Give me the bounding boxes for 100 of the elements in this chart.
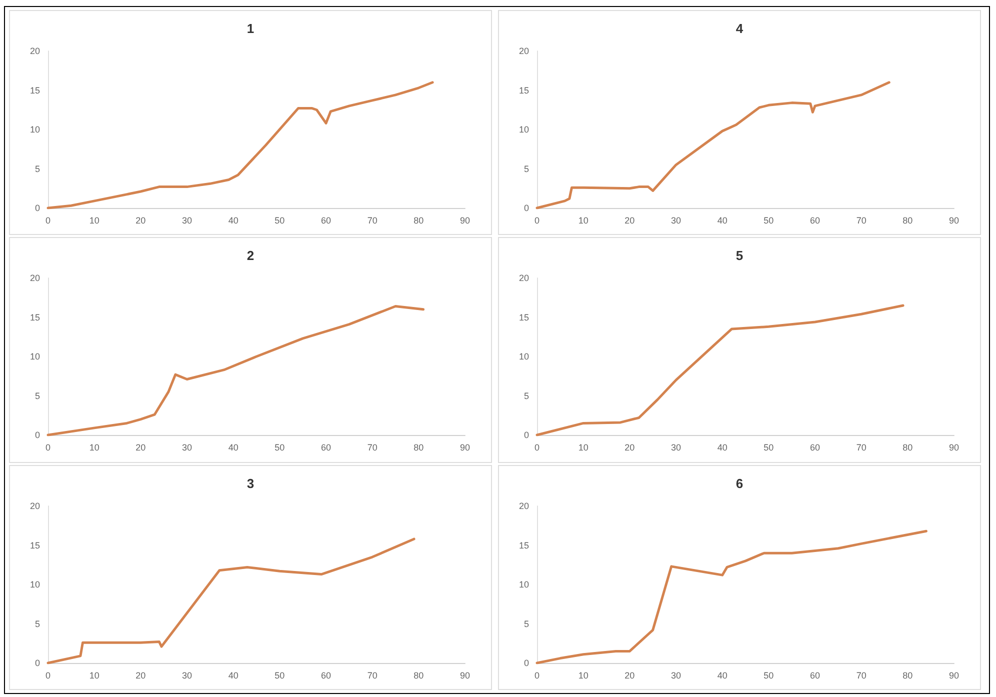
line-series [536,81,890,210]
x-tick-label: 0 [45,442,51,453]
x-tick-label: 10 [89,442,100,453]
x-tick-label: 90 [460,442,470,453]
y-tick-label: 5 [34,618,40,628]
x-tick-label: 60 [320,216,332,226]
x-tick-label: 20 [624,216,635,226]
y-tick-label: 10 [518,352,529,362]
x-tick-label: 10 [89,216,100,226]
y-tick-label: 10 [30,124,40,134]
y-tick-label: 5 [524,391,529,402]
x-tick-label: 30 [182,442,192,453]
line-series [46,537,416,664]
y-tick-label: 0 [34,430,40,440]
x-tick-label: 40 [717,670,728,680]
x-tick-label: 50 [274,216,285,226]
x-tick-label: 40 [228,670,238,680]
y-tick-label: 0 [524,658,529,668]
y-tick-label: 15 [30,85,40,96]
x-tick-label: 60 [810,442,820,453]
chart-title: 3 [246,476,254,491]
y-tick-label: 0 [524,430,529,440]
x-tick-label: 10 [578,442,588,453]
x-tick-label: 0 [45,670,51,680]
x-tick-label: 50 [274,670,285,680]
x-tick-label: 70 [367,670,378,680]
x-tick-label: 80 [902,216,913,226]
chart-title: 1 [246,21,254,36]
line-series [46,305,425,437]
y-tick-label: 15 [518,85,529,96]
chart-title: 5 [736,248,744,264]
x-tick-label: 0 [534,442,540,453]
line-series [536,304,904,437]
y-tick-label: 15 [30,312,40,323]
x-tick-label: 20 [136,670,146,680]
y-tick-label: 15 [518,540,529,550]
y-tick-label: 10 [518,124,529,134]
x-tick-label: 60 [320,442,332,453]
y-tick-label: 5 [34,164,40,174]
chart-title: 2 [246,248,254,264]
x-tick-label: 70 [856,442,866,453]
x-tick-label: 40 [717,442,728,453]
x-tick-label: 70 [367,442,378,453]
x-tick-label: 50 [764,442,774,453]
y-tick-label: 10 [30,352,40,362]
x-tick-label: 30 [182,670,192,680]
x-tick-label: 40 [228,216,238,226]
x-tick-label: 40 [717,216,728,226]
y-tick-label: 5 [524,618,529,628]
chart-title: 6 [736,476,744,491]
x-tick-label: 60 [810,670,820,680]
y-tick-label: 20 [30,273,40,284]
y-tick-label: 5 [524,164,529,174]
y-tick-label: 15 [30,540,40,550]
x-tick-label: 60 [810,216,820,226]
x-tick-label: 10 [578,216,588,226]
y-tick-label: 20 [518,500,529,511]
line-series [46,81,434,210]
y-tick-label: 10 [30,579,40,590]
x-tick-label: 90 [948,670,960,680]
x-tick-label: 50 [764,216,774,226]
x-tick-label: 10 [89,670,100,680]
x-tick-label: 70 [367,216,378,226]
chart-title: 4 [736,21,744,36]
x-tick-label: 90 [948,442,960,453]
y-tick-label: 15 [518,312,529,323]
y-tick-label: 0 [34,658,40,668]
x-tick-label: 80 [902,442,913,453]
x-tick-label: 90 [460,670,470,680]
x-tick-label: 40 [228,442,238,453]
x-tick-label: 80 [414,442,424,453]
x-tick-label: 70 [856,670,866,680]
y-tick-label: 20 [518,273,529,284]
x-tick-label: 30 [670,442,682,453]
y-tick-label: 0 [524,203,529,213]
y-tick-label: 20 [518,46,529,56]
x-tick-label: 0 [45,216,51,226]
line-series [536,530,928,664]
y-tick-label: 20 [30,500,40,511]
x-tick-label: 50 [274,442,285,453]
x-tick-label: 30 [182,216,192,226]
x-tick-label: 90 [948,216,960,226]
x-tick-label: 0 [534,670,540,680]
x-tick-label: 0 [534,216,540,226]
x-tick-label: 80 [902,670,913,680]
x-tick-label: 20 [136,442,146,453]
y-tick-label: 10 [518,579,529,590]
x-tick-label: 30 [670,670,682,680]
x-tick-label: 80 [414,216,424,226]
x-tick-label: 70 [856,216,866,226]
y-tick-label: 0 [34,203,40,213]
x-tick-label: 10 [578,670,588,680]
x-tick-label: 50 [764,670,774,680]
y-tick-label: 5 [34,391,40,402]
x-tick-label: 20 [624,442,635,453]
x-tick-label: 30 [670,216,682,226]
x-tick-label: 60 [320,670,332,680]
x-tick-label: 20 [136,216,146,226]
y-tick-label: 20 [30,46,40,56]
x-tick-label: 90 [460,216,470,226]
